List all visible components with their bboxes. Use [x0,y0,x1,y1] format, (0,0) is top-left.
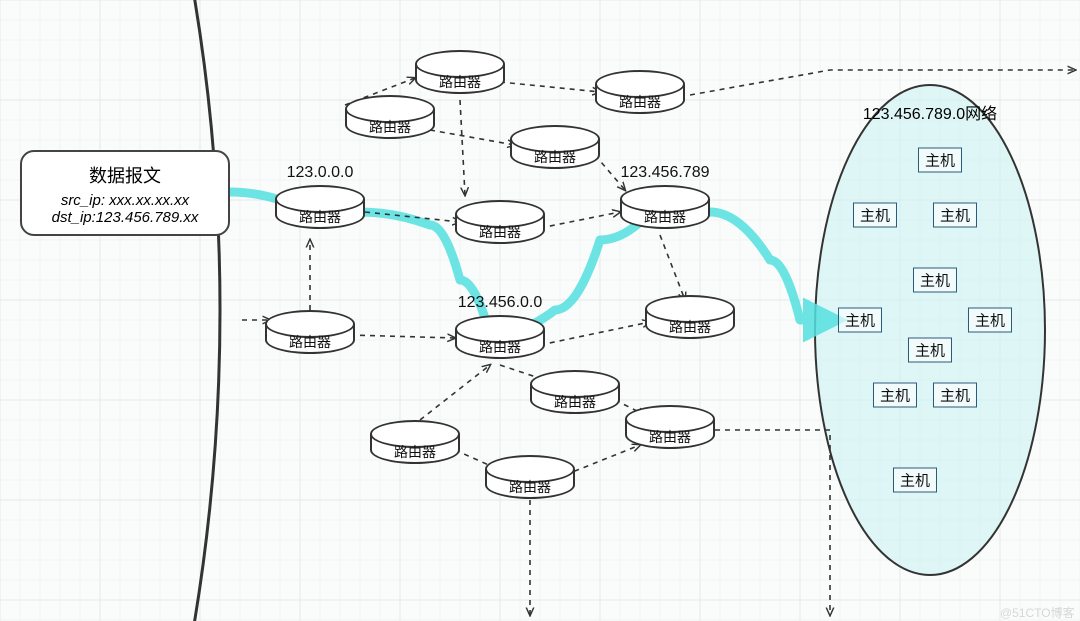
packet-box: 数据报文 src_ip: xxx.xx.xx.xx dst_ip:123.456… [20,150,230,236]
host-node: 主机 [968,308,1012,333]
router-label: 路由器 [275,207,365,227]
router-label: 路由器 [510,147,600,167]
router-title: 123.456.0.0 [458,294,543,312]
router-node: 路由器 [485,455,575,505]
host-node: 主机 [838,308,882,333]
dashed-edge [540,322,650,345]
router-node: 路由器 [345,95,435,145]
router-label: 路由器 [595,92,685,112]
host-node: 主机 [918,148,962,173]
host-node: 主机 [913,268,957,293]
router-label: 路由器 [485,477,575,497]
router-label: 路由器 [265,332,355,352]
packet-dst: dst_ip:123.456.789.xx [30,209,220,226]
router-label: 路由器 [455,222,545,242]
dashed-edge [690,70,1075,95]
dashed-edge [715,430,830,615]
packet-title: 数据报文 [30,162,220,188]
router-label: 路由器 [530,392,620,412]
dashed-edge [500,82,600,92]
watermark: @51CTO博客 [1000,604,1075,621]
router-title: 123.0.0.0 [287,164,354,182]
dashed-edge [660,235,685,300]
host-node: 主机 [933,203,977,228]
dashed-edge [350,335,455,338]
router-label: 路由器 [415,72,505,92]
dashed-edge [460,100,465,195]
network-label: 123.456.789.0网络 [863,100,997,124]
router-label: 路由器 [620,207,710,227]
diagram-canvas: 数据报文 src_ip: xxx.xx.xx.xx dst_ip:123.456… [0,0,1080,621]
router-label: 路由器 [625,427,715,447]
dashed-edge [430,130,515,145]
router-label: 路由器 [455,337,545,357]
router-node: 路由器 [275,185,365,235]
router-label: 路由器 [645,317,735,337]
packet-src: src_ip: xxx.xx.xx.xx [30,192,220,209]
router-node: 路由器 [595,70,685,120]
host-node: 主机 [893,468,937,493]
router-node: 路由器 [265,310,355,360]
host-node: 主机 [853,203,897,228]
dashed-edge [540,212,620,228]
dashed-edge [420,365,490,420]
router-node: 路由器 [455,315,545,365]
router-node: 路由器 [370,420,460,470]
router-node: 路由器 [530,370,620,420]
host-node: 主机 [908,338,952,363]
router-node: 路由器 [645,295,735,345]
dashed-edge [365,212,460,222]
host-node: 主机 [873,383,917,408]
router-label: 路由器 [345,117,435,137]
router-node: 路由器 [510,125,600,175]
router-node: 路由器 [625,405,715,455]
router-node: 路由器 [620,185,710,235]
router-label: 路由器 [370,442,460,462]
host-node: 主机 [933,383,977,408]
router-node: 路由器 [455,200,545,250]
router-title: 123.456.789 [621,164,710,182]
router-node: 路由器 [415,50,505,100]
